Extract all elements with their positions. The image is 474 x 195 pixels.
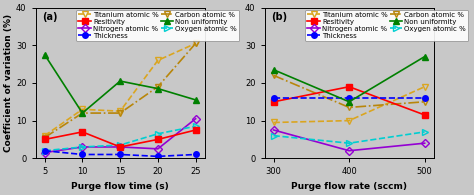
Y-axis label: Coefficient of variation (%): Coefficient of variation (%) [4, 14, 13, 152]
Legend: Titanium atomic %, Resitivity, Nitrogen atomic %, Thickness, Carbon atomic %, No: Titanium atomic %, Resitivity, Nitrogen … [76, 10, 239, 41]
X-axis label: Purge flow rate (sccm): Purge flow rate (sccm) [291, 182, 407, 191]
Text: (a): (a) [42, 12, 58, 22]
Text: (b): (b) [272, 12, 288, 22]
Legend: Titanium atomic %, Resitivity, Nitrogen atomic %, Thickness, Carbon atomic %, No: Titanium atomic %, Resitivity, Nitrogen … [305, 10, 468, 41]
X-axis label: Purge flow time (s): Purge flow time (s) [71, 182, 169, 191]
